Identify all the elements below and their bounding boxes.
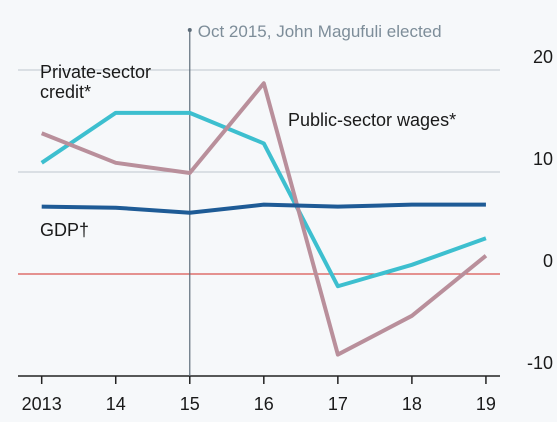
series-label: Public-sector wages* [288, 110, 456, 130]
series-label: GDP† [40, 220, 89, 240]
annotation-text: Oct 2015, John Magufuli elected [198, 22, 442, 41]
series-label: credit* [40, 82, 91, 102]
y-tick-label: -10 [527, 353, 553, 373]
x-tick-label: 2013 [22, 394, 62, 414]
series-line [40, 110, 487, 289]
y-tick-label: 10 [533, 149, 553, 169]
x-tick-label: 16 [254, 394, 274, 414]
y-tick-label: 20 [533, 47, 553, 67]
y-tick-label: 0 [543, 251, 553, 271]
series-label: Private-sector [40, 62, 151, 82]
annotation-dot [187, 28, 192, 32]
x-tick-label: 18 [402, 394, 422, 414]
series-line [41, 202, 486, 215]
x-tick-label: 15 [180, 394, 200, 414]
x-tick-label: 19 [476, 394, 496, 414]
x-tick-label: 14 [106, 394, 126, 414]
series-line [40, 81, 488, 357]
x-tick-label: 17 [328, 394, 348, 414]
